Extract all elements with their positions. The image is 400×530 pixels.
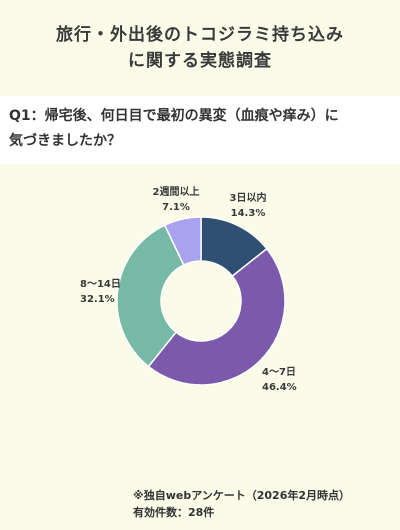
slice-value-4: 7.1% [162,202,190,213]
question-text: Q1：帰宅後、何日目で最初の異変（血痕や痒み）に 気づきましたか？ [9,104,391,154]
footnote-sample-size: 有効件数：28件 [133,506,215,519]
title-line-1: 旅行・外出後のトコジラミ持ち込み [56,25,344,45]
title-line-2: に関する実態調査 [128,51,272,71]
question-line-1: Q1：帰宅後、何日目で最初の異変（血痕や痒み）に [9,108,339,124]
slice-label-3: 8〜14日 [80,278,121,290]
slice-value-1: 14.3% [231,208,266,219]
slice-label-1: 3日以内 [230,191,267,204]
question-panel: Q1：帰宅後、何日目で最初の異変（血痕や痒み）に 気づきましたか？ [0,96,400,164]
slice-2 [147,247,286,386]
question-line-2: 気づきましたか？ [9,133,121,149]
slice-value-2: 46.4% [262,382,297,393]
slice-3 [116,224,185,368]
slice-label-2: 4〜7日 [262,366,296,378]
slice-4 [163,216,202,266]
chart-title: 旅行・外出後のトコジラミ持ち込み に関する実態調査 [0,22,400,74]
slice-label-4: 2週間以上 [153,185,200,198]
slice-value-3: 32.1% [80,294,115,305]
survey-footnote: ※独自webアンケート（2026年2月時点） 有効件数：28件 [133,487,350,521]
footnote-source: ※独自webアンケート（2026年2月時点） [133,489,351,502]
